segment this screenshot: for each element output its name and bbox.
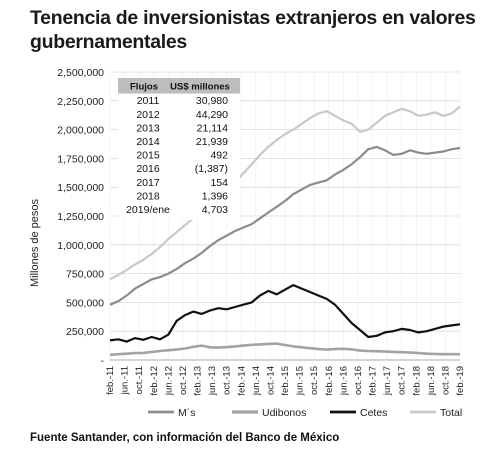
x-tick-label: oct.-11 — [134, 366, 145, 394]
x-tick-label: jun.-14 — [251, 366, 262, 396]
x-tick-label: jun.-16 — [338, 366, 349, 396]
y-tick-label: - — [101, 355, 105, 367]
x-tick-label: oct.-18 — [440, 366, 451, 395]
flows-table: Flujos US$ millones 2011 30,980 2012 44,290 20… — [118, 78, 240, 220]
x-tick-label: jun.-13 — [207, 366, 218, 396]
x-tick-label: feb.-15 — [280, 366, 291, 396]
x-tick-label: feb.-16 — [324, 366, 335, 396]
line-chart: 2,500,000 2,250,000 2,000,000 1,750,000 1,50… — [29, 67, 466, 419]
x-tick-label: feb.-13 — [193, 366, 204, 396]
x-tick-label: feb.-19 — [455, 366, 466, 396]
table-cell-year: 2014 — [136, 136, 160, 148]
x-tick-label: jun.-18 — [426, 366, 437, 396]
legend-label: Total — [440, 407, 462, 419]
x-tick-label: oct.-17 — [397, 366, 408, 395]
y-tick-label: 1,250,000 — [57, 211, 104, 223]
y-tick-label: 1,750,000 — [57, 153, 104, 165]
table-cell-value: (1,387) — [195, 163, 228, 175]
table-cell-year: 2018 — [136, 190, 160, 202]
table-header: US$ millones — [170, 82, 230, 93]
x-tick-label: jun.-17 — [382, 366, 393, 396]
x-tick-label: jun.-12 — [163, 366, 174, 396]
x-tick-label: oct.-16 — [353, 366, 364, 395]
y-tick-label: 2,000,000 — [57, 125, 104, 137]
y-tick-label: 1,000,000 — [57, 240, 104, 252]
x-axis: feb.-11 jun.-11 oct.-11 feb.-12 jun.-12 oct.-… — [105, 366, 466, 396]
table-cell-year: 2015 — [136, 150, 160, 162]
series-lines — [109, 105, 461, 357]
source-note: Fuente Santander, con información del Ba… — [30, 432, 340, 444]
y-tick-label: 2,500,000 — [57, 67, 104, 79]
table-cell-year: 2013 — [136, 122, 160, 134]
table-cell-value: 30,980 — [196, 95, 228, 107]
x-tick-label: jun.-15 — [295, 366, 306, 396]
x-tick-label: oct.-14 — [265, 366, 276, 395]
table-cell-value: 1,396 — [202, 190, 228, 202]
x-tick-label: feb.-17 — [368, 366, 379, 396]
table-header-bar — [118, 78, 240, 94]
x-tick-label: oct.-15 — [309, 366, 320, 395]
table-cell-value: 4,703 — [202, 204, 228, 216]
table-cell-year: 2016 — [136, 163, 160, 175]
y-tick-label: 2,250,000 — [57, 96, 104, 108]
y-tick-label: 1,500,000 — [57, 182, 104, 194]
table-cell-year: 2012 — [136, 109, 160, 121]
table-cell-value: 21,939 — [196, 136, 228, 148]
x-tick-label: oct.-13 — [222, 366, 233, 395]
x-tick-label: feb.-11 — [105, 366, 116, 395]
table-cell-year: 2019/ene — [126, 204, 170, 216]
y-axis: 2,500,000 2,250,000 2,000,000 1,750,000 1,50… — [57, 67, 104, 367]
y-tick-label: 250,000 — [66, 326, 104, 338]
table-cell-value: 44,290 — [196, 109, 228, 121]
x-tick-label: feb.-12 — [149, 366, 160, 396]
chart-container: 2,500,000 2,250,000 2,000,000 1,750,000 1,50… — [0, 58, 500, 428]
table-cell-value: 154 — [210, 177, 228, 189]
table-cell-year: 2017 — [136, 177, 160, 189]
page-title: Tenencia de inversionistas extranjeros e… — [30, 7, 476, 53]
x-tick-label: feb.-18 — [411, 366, 422, 396]
table-background — [118, 78, 240, 220]
legend-label: Udibonos — [262, 407, 306, 419]
table-cell-value: 492 — [210, 150, 228, 162]
series-line-total — [109, 105, 461, 281]
table-header: Flujos — [130, 82, 158, 93]
series-line-ms — [109, 145, 461, 306]
legend: M´s Udibonos Cetes Total — [148, 407, 462, 419]
y-tick-label: 500,000 — [66, 297, 104, 309]
table-cell-year: 2011 — [137, 95, 160, 107]
legend-label: Cetes — [360, 407, 387, 419]
series-line-cetes — [109, 284, 461, 343]
y-tick-label: 750,000 — [66, 269, 104, 281]
y-axis-label: Millones de pesos — [29, 198, 41, 287]
x-tick-label: feb.-14 — [236, 366, 247, 396]
x-tick-label: jun.-11 — [120, 366, 131, 395]
x-tick-label: oct.-12 — [178, 366, 189, 395]
series-line-udibonos — [109, 342, 460, 357]
table-cell-value: 21,114 — [197, 122, 228, 134]
legend-label: M´s — [178, 407, 196, 419]
